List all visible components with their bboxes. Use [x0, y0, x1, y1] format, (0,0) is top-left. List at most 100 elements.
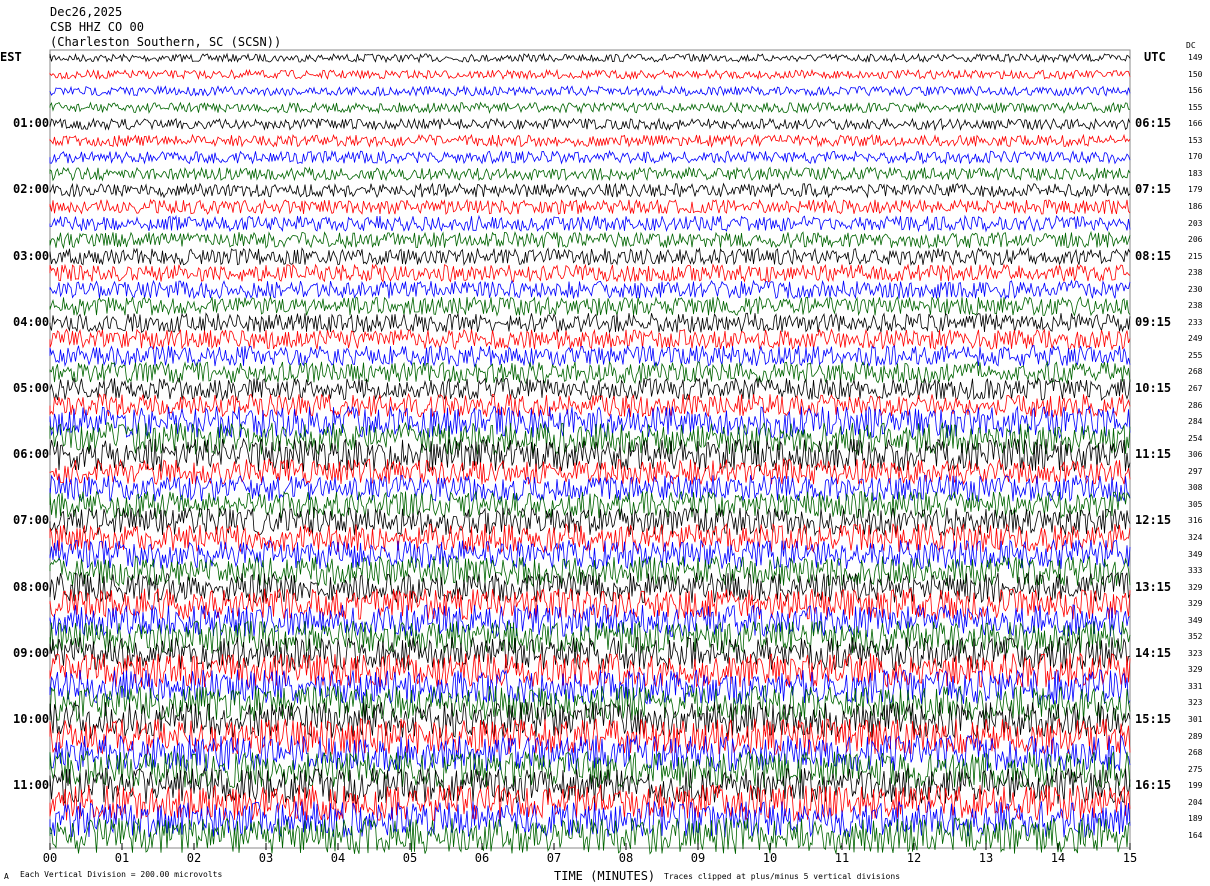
- trace-28: [49, 506, 1131, 537]
- trace-18: [49, 344, 1131, 368]
- est-label-0: 01:00: [13, 116, 50, 131]
- trace-40: [49, 700, 1131, 740]
- trace-16: [49, 312, 1131, 334]
- trace-30: [49, 538, 1131, 570]
- dc-offset-28: 316: [1188, 516, 1203, 526]
- dc-offset-40: 301: [1188, 715, 1203, 724]
- dc-offset-8: 179: [1188, 185, 1203, 195]
- trace-3: [49, 101, 1131, 115]
- trace-26: [49, 473, 1131, 502]
- dc-offset-23: 254: [1188, 433, 1203, 443]
- trace-29: [49, 522, 1131, 554]
- trace-12: [49, 247, 1131, 267]
- trace-21: [49, 392, 1131, 419]
- est-label-6: 07:00: [13, 513, 50, 528]
- dc-offset-24: 306: [1188, 450, 1203, 460]
- x-tick-label-13: 13: [978, 851, 994, 865]
- trace-2: [49, 84, 1131, 97]
- dc-offset-11: 206: [1188, 235, 1203, 245]
- location-label: (Charleston Southern, SC (SCSN)): [50, 35, 282, 49]
- dc-offset-21: 286: [1188, 400, 1203, 410]
- trace-42: [49, 733, 1131, 772]
- dc-offset-6: 170: [1188, 152, 1203, 162]
- trace-15: [49, 295, 1131, 317]
- trace-32: [49, 571, 1131, 604]
- trace-35: [49, 620, 1131, 655]
- trace-33: [49, 588, 1131, 621]
- dc-offset-4: 166: [1188, 119, 1203, 129]
- trace-45: [49, 784, 1131, 823]
- trace-10: [49, 214, 1131, 233]
- x-tick-label-7: 07: [546, 851, 562, 865]
- x-tick-label-12: 12: [906, 851, 922, 865]
- dc-offset-42: 268: [1188, 748, 1203, 758]
- dc-offset-19: 268: [1188, 367, 1203, 377]
- dc-offset-12: 215: [1188, 251, 1203, 261]
- x-tick-label-1: 01: [114, 851, 130, 865]
- trace-13: [49, 263, 1131, 283]
- dc-offset-17: 249: [1188, 334, 1203, 344]
- x-tick-label-3: 03: [258, 851, 274, 865]
- est-label-7: 08:00: [13, 579, 50, 594]
- dc-offset-38: 331: [1188, 681, 1203, 691]
- trace-27: [49, 490, 1131, 520]
- est-label-8: 09:00: [13, 645, 50, 660]
- trace-34: [49, 603, 1131, 638]
- dc-offset-36: 323: [1188, 648, 1203, 658]
- dc-offset-31: 333: [1188, 566, 1203, 576]
- trace-36: [49, 635, 1131, 672]
- est-label-2: 03:00: [13, 248, 50, 263]
- clip-note: Traces clipped at plus/minus 5 vertical …: [664, 872, 901, 881]
- trace-43: [49, 750, 1131, 789]
- utc-label-0: 06:15: [1135, 116, 1172, 131]
- dc-offset-47: 164: [1188, 830, 1203, 840]
- dc-offset-15: 238: [1188, 301, 1203, 311]
- utc-label-6: 12:15: [1135, 513, 1172, 528]
- utc-label-3: 09:15: [1135, 314, 1172, 329]
- dc-offset-14: 230: [1188, 284, 1203, 294]
- est-label-4: 05:00: [13, 381, 50, 395]
- dc-offset-34: 349: [1188, 615, 1203, 625]
- dc-offset-39: 323: [1188, 698, 1203, 708]
- trace-19: [49, 360, 1131, 385]
- trace-23: [49, 421, 1131, 457]
- dc-offset-26: 308: [1188, 483, 1203, 493]
- trace-41: [49, 717, 1131, 755]
- dc-offset-41: 289: [1188, 731, 1203, 741]
- dc-offset-7: 183: [1188, 168, 1203, 178]
- dc-offset-22: 284: [1188, 417, 1203, 427]
- trace-9: [49, 198, 1131, 216]
- est-axis-label: EST: [0, 50, 22, 64]
- trace-39: [49, 685, 1131, 723]
- dc-offset-29: 324: [1188, 532, 1203, 542]
- dc-offset-16: 233: [1188, 317, 1203, 327]
- x-tick-label-15: 15: [1122, 851, 1138, 865]
- dc-offset-32: 329: [1188, 582, 1203, 592]
- trace-5: [49, 133, 1131, 149]
- x-tick-label-0: 00: [42, 851, 58, 865]
- corner-mark: A: [4, 872, 9, 881]
- utc-label-4: 10:15: [1135, 381, 1172, 395]
- dc-offset-5: 153: [1188, 135, 1203, 145]
- dc-offset-9: 186: [1188, 201, 1203, 211]
- trace-20: [49, 377, 1131, 402]
- trace-14: [49, 279, 1131, 300]
- station-label: CSB HHZ CO 00: [50, 20, 144, 34]
- dc-offset-13: 238: [1188, 268, 1203, 278]
- utc-label-2: 08:15: [1135, 248, 1172, 263]
- dc-offset-37: 329: [1188, 665, 1203, 675]
- dc-offset-33: 329: [1188, 599, 1203, 609]
- dc-offset-1: 150: [1188, 69, 1203, 79]
- trace-0: [49, 52, 1131, 64]
- trace-47: [49, 817, 1131, 855]
- utc-label-8: 14:15: [1135, 645, 1172, 660]
- dc-offset-35: 352: [1188, 632, 1203, 642]
- x-tick-label-10: 10: [762, 851, 778, 865]
- trace-25: [49, 457, 1131, 486]
- trace-1: [49, 68, 1131, 81]
- dc-offset-10: 203: [1188, 218, 1203, 228]
- dc-offset-0: 149: [1188, 53, 1203, 62]
- x-tick-label-2: 02: [186, 851, 202, 865]
- est-label-9: 10:00: [13, 712, 50, 726]
- dc-offset-3: 155: [1188, 102, 1203, 112]
